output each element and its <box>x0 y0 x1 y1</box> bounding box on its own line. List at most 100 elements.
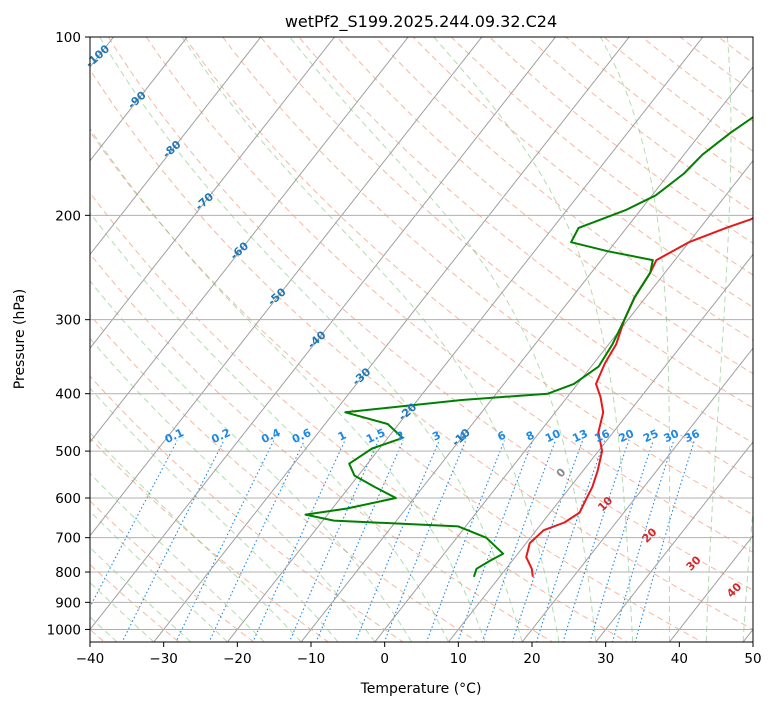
isotherm-line <box>90 37 409 443</box>
mixing-ratio-line <box>511 440 584 642</box>
x-tick-label: −10 <box>297 651 326 667</box>
x-tick-label: −40 <box>76 651 105 667</box>
dry-adiabat <box>298 37 753 409</box>
moist-adiabat <box>90 337 376 642</box>
background-lines <box>90 24 775 654</box>
dry-adiabat <box>336 37 753 375</box>
mixing-ratio-line <box>252 440 346 642</box>
y-tick-label: 800 <box>55 565 81 581</box>
y-tick-label: 200 <box>55 208 81 224</box>
dry-adiabat <box>183 37 753 516</box>
dry-adiabat <box>90 191 629 642</box>
mixing-ratio-line <box>90 440 178 609</box>
x-tick-label: −20 <box>223 651 252 667</box>
isotherm-label: -100 <box>83 42 112 70</box>
isotherm-label: -60 <box>228 239 252 262</box>
moist-adiabat-label: 10 <box>595 494 615 514</box>
mixing-ratio-label: 1 <box>336 429 348 444</box>
mixing-ratio-label: 0.4 <box>259 426 282 446</box>
x-tick-label: −30 <box>149 651 178 667</box>
isotherm-label: -50 <box>265 285 289 308</box>
dry-adiabat <box>603 37 753 152</box>
moist-adiabat <box>90 431 302 642</box>
mixing-ratio-line <box>121 440 225 642</box>
dry-adiabat <box>526 37 753 213</box>
moist-adiabat-label: 0 <box>554 465 569 480</box>
mixing-ratio-line <box>481 440 556 642</box>
y-tick-label: 100 <box>55 30 81 46</box>
moist-adiabat <box>289 37 597 642</box>
dry-adiabat <box>739 24 775 654</box>
mixing-ratio-line <box>383 440 467 642</box>
mixing-ratio-label: 3 <box>430 429 442 444</box>
dry-adiabat <box>90 68 753 630</box>
dry-adiabat <box>90 437 330 642</box>
isotherm-line <box>153 37 630 642</box>
mixing-ratio-line <box>562 440 630 642</box>
isotherm-line <box>90 37 336 349</box>
mixing-ratio-line <box>535 440 606 642</box>
mixing-ratio-label: 20 <box>617 427 637 445</box>
isotherm-line <box>668 534 753 642</box>
isotherm-label: -80 <box>160 138 184 161</box>
isotherm-label: -30 <box>350 365 374 388</box>
grid-lines <box>90 37 753 642</box>
plot-frame <box>89 36 754 643</box>
isotherm-line <box>226 37 704 642</box>
isotherm-label: -20 <box>396 400 420 423</box>
moist-adiabat <box>181 37 560 642</box>
moist-adiabat <box>90 546 191 642</box>
dry-adiabat <box>90 252 554 642</box>
mixing-ratio-label: 36 <box>682 427 702 445</box>
mixing-ratio-line <box>175 440 275 642</box>
moist-adiabat-label: 40 <box>724 580 744 600</box>
mixing-ratio-label: 0.2 <box>209 426 232 446</box>
moist-adiabat <box>705 37 732 642</box>
isotherm-line <box>300 66 753 642</box>
axis-ticks: −40 −30 −20 −10 0 10 20 30 40 5010020030040050060… <box>47 30 762 667</box>
mixing-ratio-line <box>354 440 440 642</box>
mixing-ratio-line <box>611 440 675 642</box>
profile-series <box>304 115 753 578</box>
mixing-ratio-label: 0.1 <box>163 426 186 446</box>
dry-adiabat <box>90 375 405 642</box>
x-tick-label: 50 <box>744 651 761 667</box>
mixing-ratio-line <box>634 440 695 642</box>
isotherm-line <box>521 347 753 642</box>
x-axis-label: Temperature (°C) <box>360 681 482 697</box>
x-tick-label: 0 <box>380 651 389 667</box>
dewpoint-profile <box>304 115 753 578</box>
mixing-ratio-line <box>288 440 379 642</box>
dry-adiabat <box>145 37 753 553</box>
x-tick-label: 10 <box>450 651 467 667</box>
mixing-ratio-label: 30 <box>662 427 682 445</box>
y-tick-label: 700 <box>55 531 81 547</box>
mixing-ratio-line <box>315 440 404 642</box>
isotherm-line <box>90 37 557 631</box>
x-tick-label: 30 <box>597 651 614 667</box>
dry-adiabat <box>90 500 255 642</box>
mixing-ratio-line <box>208 440 305 642</box>
y-tick-label: 900 <box>55 595 81 611</box>
mixing-ratio-line <box>589 440 654 642</box>
moist-adiabat <box>90 211 449 642</box>
isotherm-line <box>595 441 753 642</box>
y-tick-label: 400 <box>55 387 81 403</box>
moist-adiabat <box>433 37 634 642</box>
moist-adiabat <box>90 581 155 642</box>
mixing-ratio-label: 13 <box>570 427 589 445</box>
isotherm-label: -40 <box>305 328 329 351</box>
isotherm-line <box>90 37 483 537</box>
isotherm-line <box>742 628 753 642</box>
moist-adiabat <box>99 37 523 642</box>
moist-adiabat-label: 20 <box>640 525 660 545</box>
mixing-ratio-label: 25 <box>641 427 660 445</box>
y-axis-label: Pressure (hPa) <box>12 289 28 389</box>
moist-adiabat <box>90 127 486 642</box>
dry-adiabat <box>679 37 753 93</box>
mixing-ratio-label: 6 <box>496 428 509 443</box>
dry-adiabat <box>488 37 753 244</box>
y-tick-label: 500 <box>55 444 81 460</box>
moist-adiabat <box>90 280 413 642</box>
